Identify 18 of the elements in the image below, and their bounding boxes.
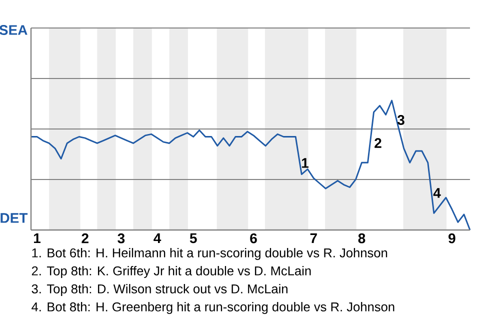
- text: 3. Top 8th: D. Wilson struck out vs D. McLain: [32, 284, 288, 296]
- annotation: 4: [433, 188, 441, 198]
- x-tick-label: 4: [154, 233, 162, 243]
- text: DET: [0, 213, 28, 223]
- x-tick-label: 9: [448, 233, 456, 244]
- x-tick-label: 3: [118, 233, 125, 244]
- annotation: 1: [302, 158, 308, 168]
- x-tick-label: 1: [34, 233, 41, 243]
- annotation: 2: [374, 138, 382, 148]
- x-tick-label: 8: [358, 233, 366, 244]
- annotation: 3: [397, 115, 404, 125]
- x-tick-label: 6: [250, 233, 257, 244]
- text: 4. Bot 8th: H. Greenberg hit a run-scoring double vs R. Johnson: [32, 302, 394, 314]
- x-tick-label: 2: [82, 233, 88, 244]
- x-tick-label: 5: [190, 233, 197, 244]
- text: 1. Bot 6th: H. Heilmann hit a run-scoring double vs R. Johnson: [32, 248, 388, 260]
- text: 2. Top 8th: K. Griffey Jr hit a double vs D. McLain: [32, 266, 311, 278]
- x-tick-label: 7: [310, 233, 317, 243]
